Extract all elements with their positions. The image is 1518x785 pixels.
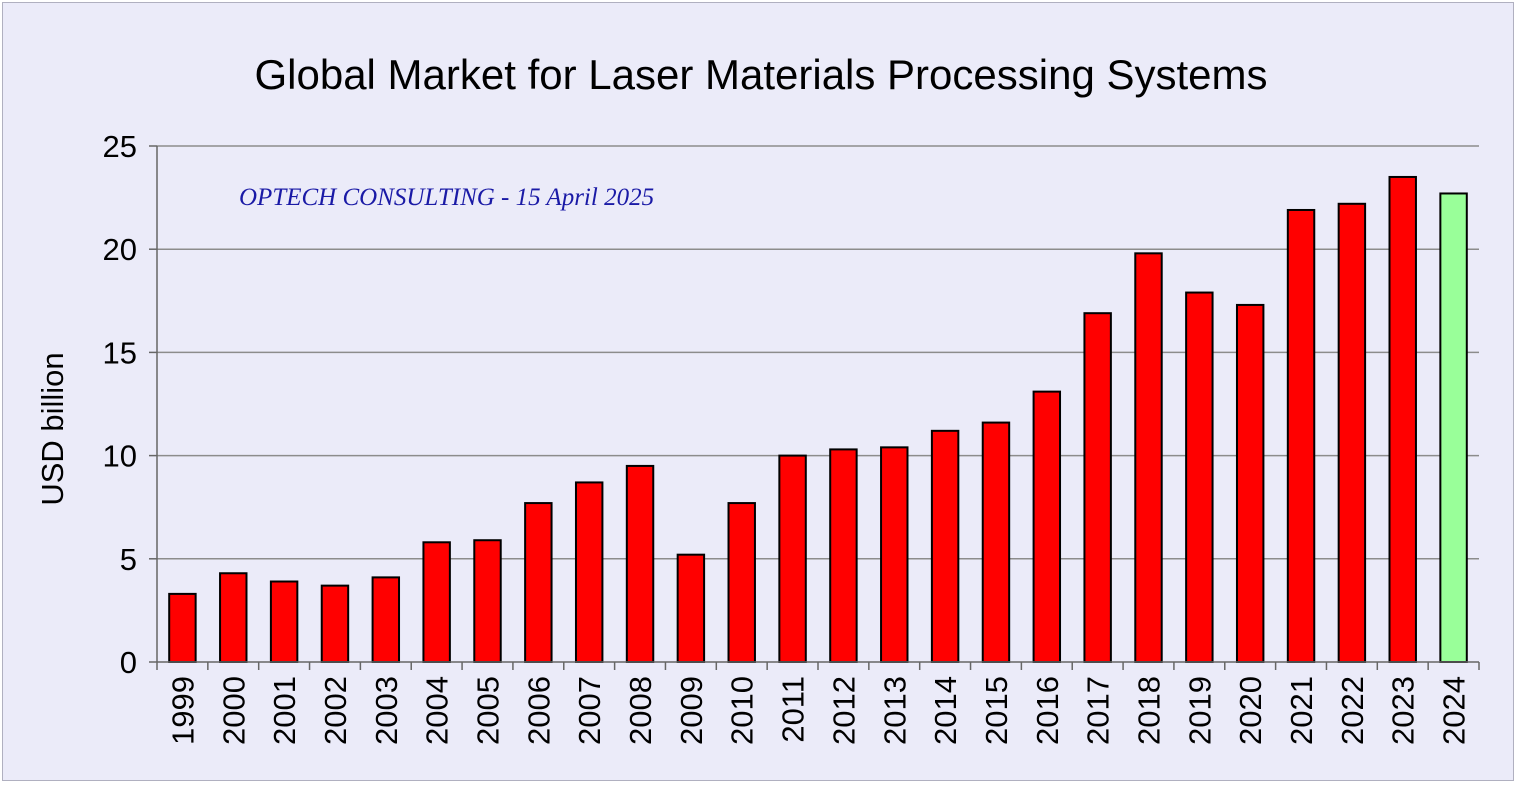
bar-2022 [1337,202,1367,664]
x-tick-label: 2013 [877,676,912,745]
x-tick-label: 2000 [216,676,251,745]
x-tick-label: 2016 [1030,676,1065,745]
bar-2008 [625,464,655,664]
bar-2017 [1083,312,1112,663]
bar-1999 [168,592,197,663]
bar-2001 [269,580,299,664]
bar-2003 [371,576,401,663]
bar-2005 [473,539,502,663]
y-tick-label: 15 [103,335,137,370]
axis-layer [156,146,1479,663]
bar-2021 [1286,208,1316,663]
x-tick-label: 2008 [623,676,658,745]
x-tick-label: 2012 [826,676,861,745]
chart-svg: Global Market for Laser Materials Proces… [35,51,1480,745]
x-tick-label: 2007 [572,676,607,745]
x-tick-label: 2022 [1335,676,1370,745]
x-tick-label: 2017 [1081,676,1116,745]
bar-2014 [930,429,960,663]
x-tick-layer: 1999 2000 2001 2002 2003 2004 2005 2006 2007 2008… [156,662,1480,745]
x-tick-label: 2009 [674,676,709,745]
x-tick-label: 2015 [979,676,1014,745]
x-tick-label: 2018 [1132,676,1167,745]
bar-2020 [1235,303,1265,663]
x-tick-label: 2004 [420,676,455,745]
x-tick-label: 2010 [725,676,760,745]
chart-annotation: OPTECH CONSULTING - 15 April 2025 [239,184,654,211]
x-tick-label: 2020 [1233,676,1268,745]
bar-2000 [219,572,248,663]
y-tick-label: 5 [120,542,137,577]
bar-2013 [880,446,909,663]
bar-2015 [981,421,1011,663]
x-tick-label: 2003 [369,676,404,745]
y-tick-label: 10 [103,439,137,474]
chart-title: Global Market for Laser Materials Proces… [254,51,1267,98]
x-tick-label: 2006 [521,676,556,745]
bar-2009 [676,553,706,663]
x-tick-label: 2002 [318,676,353,745]
bar-2011 [778,454,807,663]
x-tick-label: 2019 [1182,676,1217,745]
bar-2016 [1032,390,1062,663]
x-tick-label: 2021 [1284,676,1319,745]
bar-2004 [422,541,451,664]
y-axis-label: USD billion [35,352,70,505]
bar-2018 [1134,252,1163,663]
x-tick-label: 2014 [928,676,963,745]
x-tick-label: 2011 [776,676,811,743]
y-tick-layer: 0 5 10 15 20 25 [103,129,157,680]
bar-2012 [829,448,858,663]
bar-2024 [1439,192,1468,664]
x-tick-label: 2024 [1437,676,1472,745]
y-tick-label: 20 [103,232,137,267]
y-tick-label: 25 [103,129,137,164]
bar-2006 [524,502,553,663]
bar-2007 [574,481,604,663]
x-tick-label: 1999 [165,676,200,745]
bar-2019 [1185,291,1214,663]
x-tick-label: 2005 [471,676,506,745]
x-tick-label: 2001 [267,676,302,745]
bar-2010 [727,502,756,663]
y-tick-label: 0 [120,645,137,680]
bar-2002 [320,584,350,664]
x-tick-label: 2023 [1386,676,1421,745]
bar-2023 [1388,175,1417,664]
